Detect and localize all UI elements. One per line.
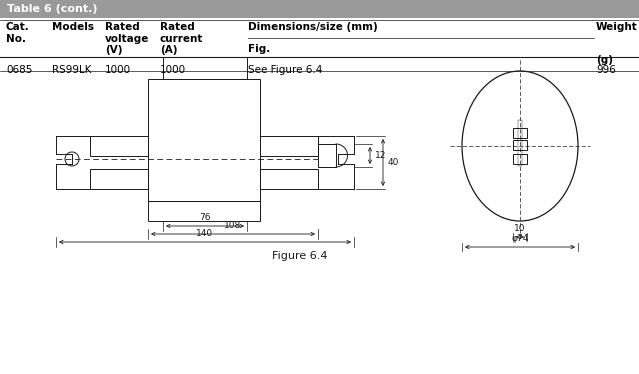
Text: 1000: 1000 (160, 65, 186, 75)
Bar (0, 0, 639, 18)
Bar (513, 140, 527, 150)
Bar (513, 128, 527, 138)
Bar (90, 169, 148, 189)
Text: 996: 996 (596, 65, 616, 75)
Bar (518, 120, 522, 166)
Text: 76: 76 (199, 213, 211, 222)
Text: Fig.: Fig. (248, 44, 270, 54)
Text: See Figure 6.4: See Figure 6.4 (248, 65, 322, 75)
Text: 1000: 1000 (105, 65, 131, 75)
Text: Models: Models (52, 22, 94, 32)
Text: 12: 12 (375, 151, 387, 160)
Text: 108: 108 (224, 221, 242, 230)
Text: Cat.
No.: Cat. No. (6, 22, 30, 44)
Text: 10: 10 (514, 224, 526, 233)
Bar (260, 136, 318, 156)
Bar (163, 57, 247, 79)
Bar (90, 136, 148, 156)
Text: 140: 140 (196, 229, 213, 238)
Text: Rated
voltage
(V): Rated voltage (V) (105, 22, 150, 55)
Bar (513, 154, 527, 164)
Text: Rated
current
(A): Rated current (A) (160, 22, 203, 55)
Text: Dimensions/size (mm): Dimensions/size (mm) (248, 22, 378, 32)
Text: 40: 40 (388, 158, 399, 167)
Text: RS99LK: RS99LK (52, 65, 91, 75)
Text: Table 6 (cont.): Table 6 (cont.) (7, 4, 98, 14)
Bar (260, 169, 318, 189)
Text: Figure 6.4: Figure 6.4 (272, 251, 328, 261)
Text: Weight: Weight (596, 22, 638, 32)
Bar (148, 201, 260, 221)
Bar (148, 79, 260, 201)
Bar (318, 144, 336, 167)
Text: (g): (g) (596, 55, 613, 65)
Text: φ74: φ74 (511, 234, 528, 243)
Text: 0685: 0685 (6, 65, 33, 75)
